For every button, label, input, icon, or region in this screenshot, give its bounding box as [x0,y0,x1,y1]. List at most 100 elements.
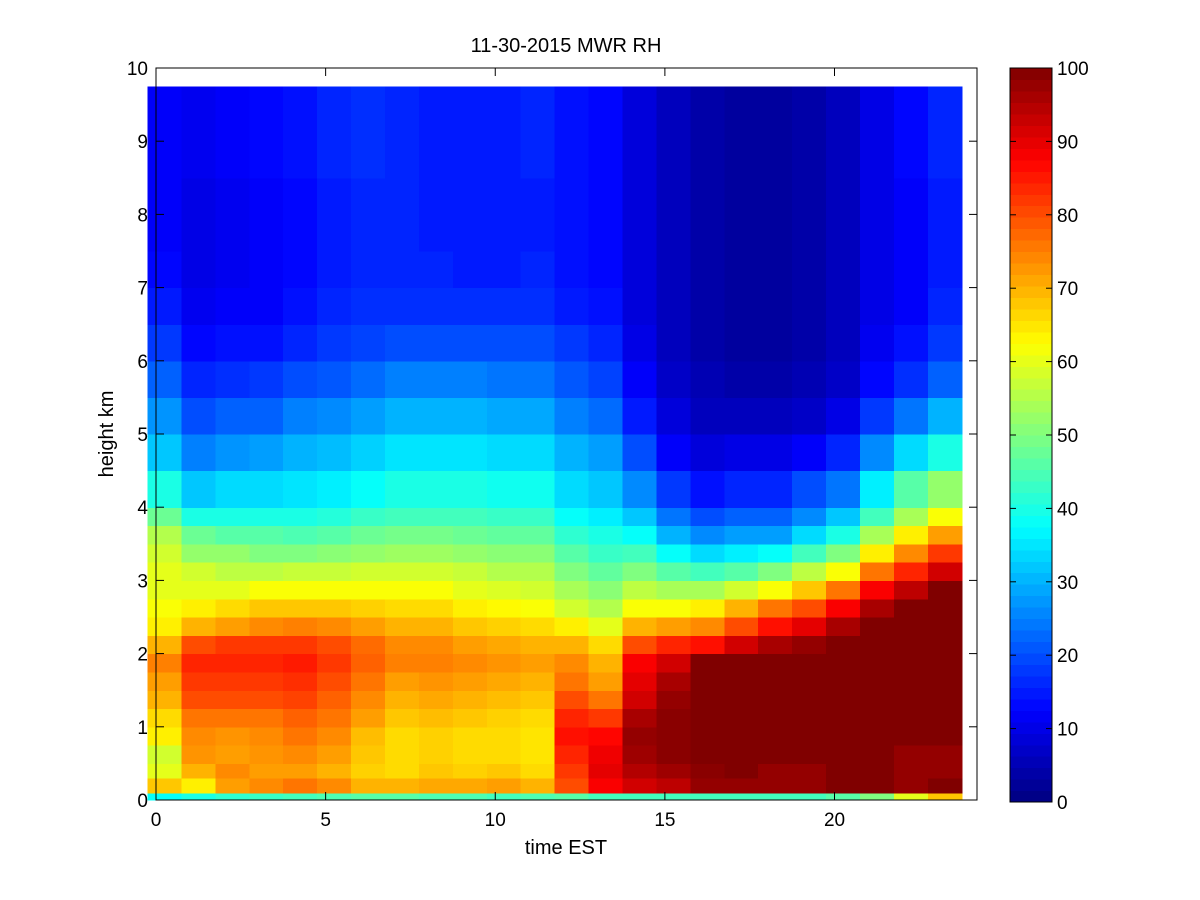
heatmap-cell [826,141,861,179]
heatmap-cell [724,214,759,252]
heatmap-cell [283,525,318,545]
colorbar-segment [1010,194,1052,207]
heatmap-cell [249,251,284,289]
y-axis-ticks: 0 1 2 3 4 5 6 7 8 9 10 [127,59,977,812]
heatmap-cell [758,635,793,655]
heatmap-cell [181,690,216,710]
heatmap-cell [724,726,759,746]
heatmap-cell [249,177,284,215]
heatmap-cell [893,598,929,618]
heatmap-cell [147,690,183,710]
colorbar-segment [1010,377,1052,390]
heatmap-cell [826,434,861,472]
heatmap-cell [418,635,454,655]
heatmap-cell [418,726,454,746]
heatmap-cell [588,141,624,179]
heatmap-cell [351,86,386,142]
heatmap-cell [181,525,216,545]
heatmap-cell [418,525,454,545]
colorbar-segment [1010,79,1052,92]
colorbar-segment [1010,607,1052,620]
heatmap-cell [893,525,929,545]
heatmap-cell [317,598,352,618]
heatmap-cell [690,251,725,289]
heatmap-cell [520,86,556,142]
heatmap-cell [724,434,759,472]
heatmap-cell [418,141,454,179]
y-tick-label: 6 [137,352,148,373]
heatmap-cell [452,177,488,215]
heatmap-cell [826,763,861,779]
heatmap-cell [758,434,793,472]
heatmap-cell [215,141,250,179]
heatmap-cell [792,598,827,618]
heatmap-cell [724,470,759,508]
heatmap-cell [283,251,318,289]
y-tick-label: 1 [137,718,148,739]
heatmap-cell [927,251,963,289]
heatmap-cell [452,792,488,801]
x-tick-label: 20 [824,810,845,831]
heatmap-cell [317,287,352,325]
heatmap-cell [215,635,250,655]
heatmap-cell [520,778,556,794]
heatmap-cell [520,653,556,673]
heatmap-cell [452,507,488,527]
heatmap-cell [147,251,183,289]
colorbar-segment [1010,90,1052,104]
heatmap-cell [181,562,216,581]
heatmap-cell [486,635,522,655]
heatmap-cell [181,792,216,801]
heatmap-cell [452,141,488,179]
heatmap-cell [385,287,420,325]
heatmap-cell [385,324,420,362]
colorbar-segment [1010,354,1052,367]
heatmap-cell [859,708,895,728]
heatmap-cell [758,470,793,508]
heatmap-cell [317,708,352,728]
heatmap-cell [859,434,895,472]
heatmap-cell [418,653,454,673]
heatmap-cell [351,360,386,398]
heatmap-cell [656,543,691,563]
heatmap-cell [690,360,725,398]
heatmap-cell [452,598,488,618]
heatmap-cell [758,708,793,728]
x-axis-label: time EST [525,837,607,859]
heatmap-cell [656,745,691,764]
heatmap-cell [452,690,488,710]
heatmap-cell [283,653,318,673]
heatmap-cell [283,434,318,472]
heatmap-cell [588,792,624,801]
heatmap-cell [792,251,827,289]
heatmap-cell [588,778,624,794]
y-tick-label: 8 [137,205,148,226]
heatmap-cell [486,86,522,142]
heatmap-cell [927,690,963,710]
colorbar-segment [1010,595,1052,608]
heatmap-cell [554,617,590,636]
heatmap-cell [215,525,250,545]
heatmap-cell [826,562,861,581]
heatmap-cell [249,635,284,655]
heatmap-cell [385,251,420,289]
heatmap-cell [486,141,522,179]
heatmap-cell [758,141,793,179]
heatmap-cell [758,177,793,215]
heatmap-cell [792,778,827,794]
heatmap-cell [452,360,488,398]
heatmap-cell [724,653,759,673]
colorbar-segment [1010,331,1052,344]
heatmap-cell [622,470,658,508]
heatmap-cell [554,324,590,362]
heatmap-cell [792,543,827,563]
heatmap-cell [690,86,725,142]
y-tick-label: 3 [137,571,148,592]
heatmap-cell [351,324,386,362]
heatmap-cell [588,177,624,215]
heatmap-cell [792,671,827,691]
heatmap-cell [826,525,861,545]
heatmap-cell [859,617,895,636]
heatmap-cell [826,86,861,142]
